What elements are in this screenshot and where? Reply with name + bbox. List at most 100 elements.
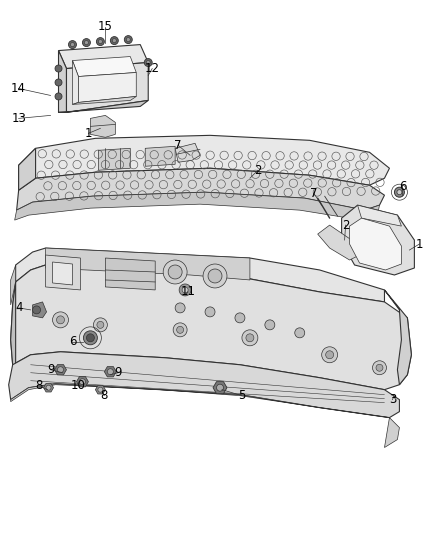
Circle shape bbox=[112, 38, 117, 43]
Text: 10: 10 bbox=[71, 379, 86, 392]
Circle shape bbox=[179, 284, 191, 296]
Circle shape bbox=[144, 59, 152, 67]
Polygon shape bbox=[46, 255, 81, 290]
Circle shape bbox=[246, 334, 254, 342]
Polygon shape bbox=[19, 148, 35, 190]
Circle shape bbox=[208, 269, 222, 283]
Polygon shape bbox=[11, 384, 399, 448]
Circle shape bbox=[205, 307, 215, 317]
Polygon shape bbox=[54, 365, 67, 375]
Polygon shape bbox=[17, 168, 385, 210]
Text: 1: 1 bbox=[416, 238, 423, 251]
Polygon shape bbox=[357, 205, 401, 226]
Polygon shape bbox=[77, 376, 88, 387]
Circle shape bbox=[55, 93, 62, 100]
Text: 15: 15 bbox=[98, 20, 113, 33]
Polygon shape bbox=[59, 51, 67, 112]
Circle shape bbox=[397, 190, 402, 195]
Circle shape bbox=[86, 334, 95, 342]
Polygon shape bbox=[19, 135, 389, 190]
Circle shape bbox=[175, 303, 185, 313]
Circle shape bbox=[177, 326, 184, 333]
Circle shape bbox=[46, 385, 51, 390]
Polygon shape bbox=[32, 302, 46, 318]
Polygon shape bbox=[14, 192, 379, 220]
Polygon shape bbox=[145, 147, 175, 166]
Text: 9: 9 bbox=[115, 366, 122, 379]
Text: 6: 6 bbox=[399, 180, 406, 193]
Circle shape bbox=[55, 65, 62, 72]
Polygon shape bbox=[104, 367, 117, 377]
Circle shape bbox=[242, 330, 258, 346]
Circle shape bbox=[168, 265, 182, 279]
Text: 7: 7 bbox=[310, 187, 318, 200]
Circle shape bbox=[68, 41, 77, 49]
Text: 12: 12 bbox=[145, 62, 160, 75]
Text: 1: 1 bbox=[85, 127, 92, 140]
Text: 6: 6 bbox=[69, 335, 76, 348]
Circle shape bbox=[107, 369, 113, 375]
Text: 3: 3 bbox=[389, 393, 396, 406]
Polygon shape bbox=[318, 225, 360, 260]
Polygon shape bbox=[213, 382, 227, 394]
Text: 13: 13 bbox=[11, 112, 26, 125]
Polygon shape bbox=[385, 290, 411, 385]
Text: 14: 14 bbox=[11, 82, 26, 95]
Polygon shape bbox=[11, 282, 16, 378]
Circle shape bbox=[55, 79, 62, 86]
Circle shape bbox=[83, 331, 97, 345]
Circle shape bbox=[110, 37, 118, 45]
Text: 8: 8 bbox=[35, 379, 42, 392]
Circle shape bbox=[124, 36, 132, 44]
Polygon shape bbox=[46, 248, 250, 280]
Circle shape bbox=[126, 38, 130, 42]
Polygon shape bbox=[90, 116, 115, 138]
Circle shape bbox=[163, 260, 187, 284]
Circle shape bbox=[182, 287, 188, 293]
Circle shape bbox=[395, 187, 404, 197]
Polygon shape bbox=[43, 383, 53, 392]
Circle shape bbox=[321, 347, 338, 363]
Circle shape bbox=[93, 318, 107, 332]
Circle shape bbox=[96, 38, 104, 46]
Circle shape bbox=[216, 384, 223, 391]
Polygon shape bbox=[9, 352, 399, 417]
Text: 4: 4 bbox=[15, 301, 22, 314]
Circle shape bbox=[203, 264, 227, 288]
Text: 7: 7 bbox=[174, 139, 182, 152]
Polygon shape bbox=[106, 258, 155, 290]
Circle shape bbox=[32, 306, 41, 314]
Circle shape bbox=[235, 313, 245, 323]
Circle shape bbox=[146, 61, 150, 64]
Circle shape bbox=[376, 364, 383, 371]
Circle shape bbox=[99, 39, 102, 44]
Polygon shape bbox=[67, 62, 148, 112]
Circle shape bbox=[173, 323, 187, 337]
Text: 5: 5 bbox=[238, 389, 246, 402]
Circle shape bbox=[295, 328, 305, 338]
Text: 8: 8 bbox=[101, 389, 108, 402]
Circle shape bbox=[85, 41, 88, 45]
Circle shape bbox=[71, 43, 74, 46]
Circle shape bbox=[57, 367, 64, 373]
Polygon shape bbox=[175, 143, 200, 162]
Circle shape bbox=[53, 312, 68, 328]
Polygon shape bbox=[59, 100, 148, 112]
Circle shape bbox=[57, 316, 64, 324]
Polygon shape bbox=[342, 205, 414, 275]
Polygon shape bbox=[11, 265, 411, 390]
Polygon shape bbox=[16, 248, 385, 302]
Polygon shape bbox=[72, 96, 136, 104]
Circle shape bbox=[326, 351, 334, 359]
Polygon shape bbox=[99, 148, 130, 170]
Circle shape bbox=[82, 38, 90, 46]
Polygon shape bbox=[53, 262, 72, 285]
Text: 9: 9 bbox=[47, 363, 54, 376]
Text: 2: 2 bbox=[342, 219, 350, 232]
Circle shape bbox=[265, 320, 275, 330]
Polygon shape bbox=[59, 45, 148, 69]
Circle shape bbox=[372, 361, 386, 375]
Polygon shape bbox=[350, 218, 401, 270]
Polygon shape bbox=[95, 385, 106, 394]
Polygon shape bbox=[11, 265, 16, 305]
